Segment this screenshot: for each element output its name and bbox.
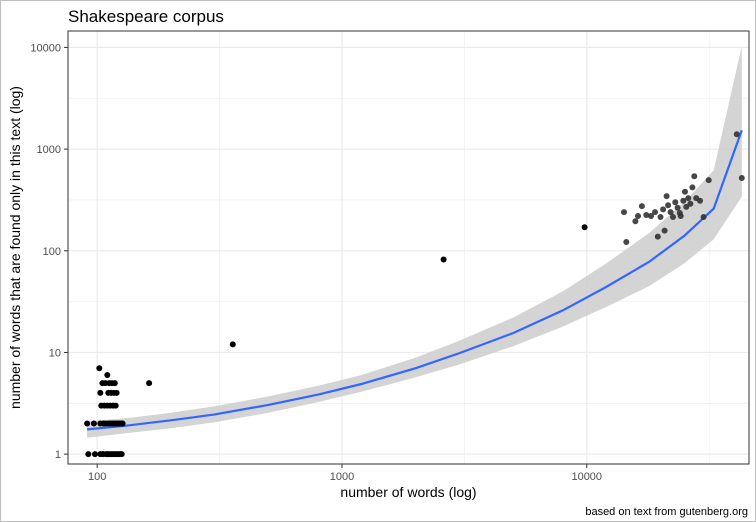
y-tick-label: 10000 — [30, 42, 61, 54]
data-point — [733, 131, 740, 138]
data-point — [705, 177, 712, 184]
data-point — [632, 218, 639, 225]
data-point — [660, 206, 667, 213]
x-tick-label: 1000 — [330, 471, 354, 483]
data-point — [657, 214, 664, 220]
data-point — [621, 209, 627, 216]
data-point — [229, 341, 236, 348]
data-point — [97, 389, 104, 396]
y-tick-label: 1000 — [37, 144, 61, 156]
x-tick-label: 100 — [88, 471, 106, 483]
data-point — [683, 203, 690, 210]
y-tick-label: 100 — [43, 246, 61, 258]
data-point — [672, 199, 679, 206]
data-point — [119, 420, 126, 427]
fit-line — [86, 129, 743, 431]
data-point — [643, 212, 650, 218]
data-point — [623, 239, 630, 245]
data-point — [670, 214, 676, 220]
x-axis-title: number of words (log) — [340, 484, 476, 500]
data-point — [654, 233, 661, 240]
data-point — [700, 214, 707, 220]
data-point — [90, 420, 97, 427]
data-point — [146, 380, 153, 387]
data-point — [648, 213, 654, 219]
data-point — [738, 175, 745, 181]
data-point — [691, 173, 698, 180]
data-point — [118, 451, 125, 458]
data-point — [689, 184, 696, 191]
data-point — [652, 209, 658, 216]
data-point — [663, 193, 670, 200]
data-point — [96, 365, 103, 372]
data-point — [112, 402, 119, 409]
data-point — [677, 213, 684, 219]
data-point — [665, 202, 672, 209]
data-point — [674, 204, 681, 211]
y-tick-label: 1 — [55, 449, 61, 461]
data-point — [113, 389, 120, 396]
data-point — [680, 197, 687, 204]
data-point — [635, 213, 641, 219]
plot-panel — [67, 30, 750, 465]
chart-title: Shakespeare corpus — [68, 7, 224, 26]
data-point — [92, 451, 98, 458]
x-axis-ticks: 100 1000 10000 — [88, 464, 602, 483]
data-point — [581, 224, 588, 231]
data-point — [84, 420, 91, 427]
y-axis-title: number of words that are found only in t… — [7, 86, 23, 409]
data-point — [685, 195, 692, 202]
data-point — [667, 209, 674, 216]
panel-border — [67, 30, 750, 465]
data-points — [84, 131, 745, 458]
caption: based on text from gutenberg.org — [585, 506, 748, 518]
x-tick-label: 10000 — [571, 471, 602, 483]
data-point — [104, 372, 111, 378]
data-point — [638, 203, 645, 210]
data-point — [85, 451, 92, 458]
confidence-ribbon — [87, 46, 742, 438]
data-point — [111, 380, 118, 387]
data-point — [440, 256, 447, 263]
y-tick-label: 10 — [49, 347, 61, 359]
data-point — [682, 188, 688, 195]
data-point — [687, 200, 694, 207]
data-point — [697, 197, 703, 204]
data-point — [661, 227, 668, 234]
y-axis-ticks: 1 10 100 1000 10000 — [30, 42, 68, 461]
